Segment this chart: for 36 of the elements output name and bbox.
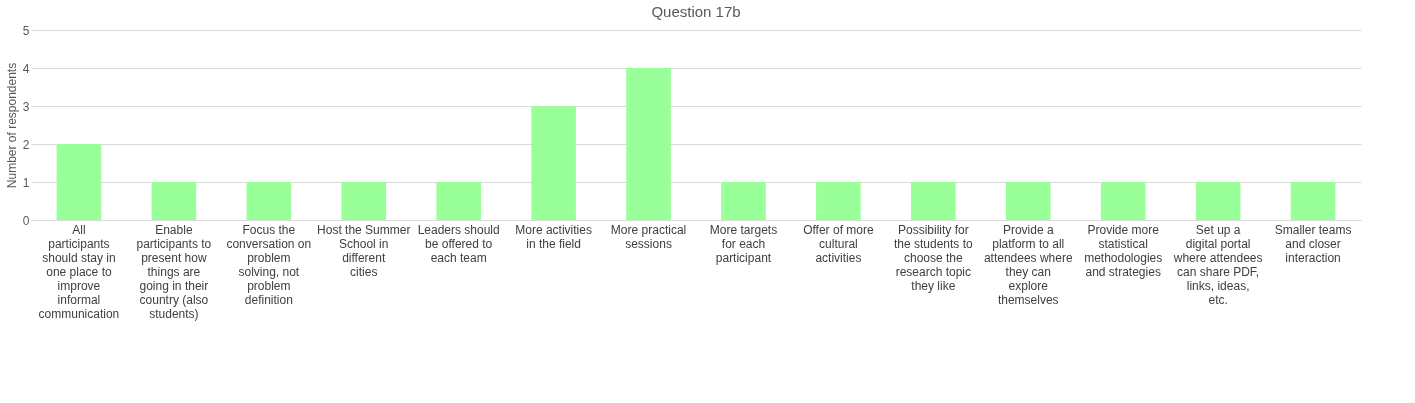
bar [1100, 182, 1146, 220]
y-tick-label: 4 [22, 61, 30, 76]
x-tick-label: Host the Summer School in different cities [317, 222, 411, 279]
x-tick-label: Provide more statistical methodologies and strategies [1084, 222, 1163, 279]
x-tick-label: Provide a platform to all attendees where they can explore themselves [983, 222, 1073, 307]
x-tick-label: Set up a digital portal where attendees can share PDF, links, ideas, etc. [1172, 222, 1263, 307]
bar [816, 182, 861, 220]
x-tick-label: Possibility for the students to choose the research topic they like [893, 222, 974, 293]
x-tick-label: Offer of more cultural activities [803, 222, 874, 265]
y-tick-label: 0 [22, 213, 30, 228]
y-axis-title: Number of respondents [4, 62, 19, 189]
y-tick-label: 5 [22, 23, 30, 38]
bar [246, 182, 292, 220]
x-tick-label: More practical sessions [610, 222, 687, 251]
bar [341, 182, 387, 220]
bar [531, 106, 576, 220]
bar [151, 182, 197, 220]
bar [56, 144, 102, 220]
bar [721, 182, 766, 220]
bar [436, 182, 481, 220]
bar [1005, 182, 1051, 220]
x-tick-label: All participants should stay in one place to improve informal communication [38, 222, 120, 321]
bar [1195, 182, 1241, 220]
chart-title: Question 17b [651, 3, 741, 20]
x-tick-label: Leaders should be offered to each team [417, 222, 500, 265]
x-tick-label: More activities in the field [515, 222, 592, 251]
bar [1290, 182, 1336, 220]
bar [626, 68, 671, 220]
bar [911, 182, 956, 220]
x-tick-label: More targets for each participant [709, 222, 778, 265]
y-tick-label: 2 [22, 137, 30, 152]
x-tick-label: Focus the conversation on problem solving, not problem definition [226, 222, 312, 307]
x-tick-label: Smaller teams and closer interaction [1274, 222, 1352, 265]
x-tick-label: Enable participants to present how things are going in their country (also students) [136, 222, 212, 321]
y-tick-label: 3 [22, 99, 30, 114]
y-tick-label: 1 [22, 175, 30, 190]
